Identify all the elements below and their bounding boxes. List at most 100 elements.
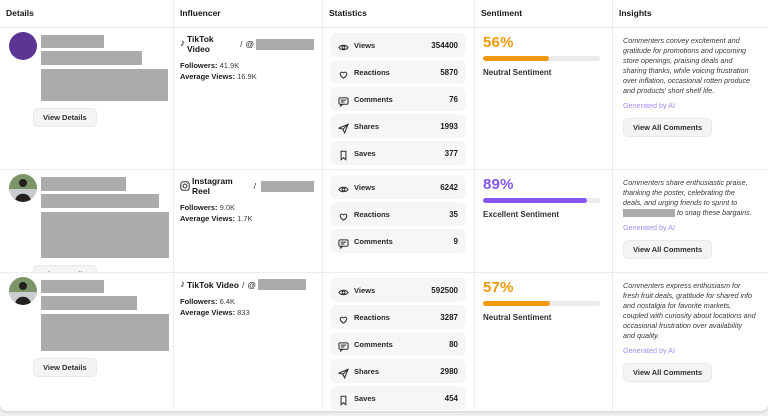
avatar <box>9 32 37 60</box>
details-cell: View Details <box>0 28 173 169</box>
followers-value: 6.4K <box>219 297 236 306</box>
redacted-text-bar <box>41 177 126 191</box>
avg-views-value: 833 <box>237 307 250 317</box>
redacted-inline-text <box>623 209 675 218</box>
insights-cell: Commenters share enthusiastic praise, th… <box>612 170 768 272</box>
view-details-button[interactable]: View Details <box>33 108 97 127</box>
avg-views-value: 16.9K <box>237 71 257 81</box>
stat-views: Views 6242 <box>330 175 466 199</box>
avatar <box>9 174 37 202</box>
shares-icon <box>337 366 350 379</box>
influencer-cell: ♪ TikTok Video / @ Followers: 41.9K Aver… <box>173 28 322 169</box>
views-icon <box>338 182 349 193</box>
stat-shares: Shares 1993 <box>330 114 466 138</box>
sentiment-percent: 56% <box>483 34 514 51</box>
followers-value: 41.9K <box>219 61 240 70</box>
table-row: View Details Instagram Reel / Followers:… <box>0 170 768 273</box>
redacted-text-block <box>41 314 169 351</box>
saves-icon <box>338 148 349 161</box>
redacted-handle <box>257 279 306 290</box>
comments-icon <box>338 94 349 107</box>
table-row: View Details ♪ TikTok Video / @ Follower… <box>0 273 768 410</box>
view-all-comments-button[interactable]: View All Comments <box>623 118 713 137</box>
tiktok-icon: ♪ <box>180 278 185 290</box>
stat-shares: Shares 2980 <box>330 359 466 383</box>
column-header-insights: Insights <box>612 0 768 27</box>
avg-views-value: 1.7K <box>237 213 253 223</box>
view-all-comments-button[interactable]: View All Comments <box>623 363 713 382</box>
saves-icon <box>338 393 349 406</box>
influencer-cell: Instagram Reel / Followers: 9.0K Average… <box>173 170 322 272</box>
stat-reactions: Reactions 5870 <box>330 60 466 84</box>
shares-icon <box>337 121 350 134</box>
column-header-sentiment: Sentiment <box>474 0 612 27</box>
followers-label: Followers: <box>180 61 218 70</box>
separator: / <box>241 279 245 290</box>
platform-label: TikTok Video <box>187 279 239 290</box>
tiktok-icon: ♪ <box>180 38 185 49</box>
redacted-text-bar <box>41 51 142 65</box>
stat-comments: Comments 80 <box>330 332 466 356</box>
sentiment-bar <box>483 198 600 203</box>
sentiment-percent: 57% <box>483 279 514 296</box>
stat-views: Views 354400 <box>330 33 466 57</box>
sentiment-percent: 89% <box>483 176 514 193</box>
handle-prefix: @ <box>247 279 256 290</box>
statistics-cell: Views 354400 Reactions 5870 Comments 76 … <box>322 28 474 169</box>
followers-label: Followers: <box>180 203 218 212</box>
platform-label: Instagram Reel <box>192 176 233 196</box>
insight-text: Commenters convey excitement and gratitu… <box>623 36 751 95</box>
redacted-text-block <box>41 69 168 101</box>
redacted-handle <box>256 38 314 50</box>
comments-icon <box>338 339 349 352</box>
column-header-influencer: Influencer <box>173 0 322 27</box>
table-header: Details Influencer Statistics Sentiment … <box>0 0 768 28</box>
stat-reactions: Reactions 35 <box>330 202 466 226</box>
view-details-button[interactable]: View Details <box>33 358 97 377</box>
view-all-comments-button[interactable]: View All Comments <box>623 240 713 259</box>
stat-comments: Comments 9 <box>330 229 466 253</box>
sentiment-cell: 57% Neutral Sentiment <box>474 273 612 410</box>
reactions-icon <box>338 312 349 324</box>
reactions-icon <box>338 209 349 221</box>
followers-value: 9.0K <box>219 203 236 212</box>
instagram-icon <box>180 181 190 191</box>
insight-text: Commenters share enthusiastic praise, th… <box>623 178 752 218</box>
separator: / <box>240 39 243 49</box>
views-icon <box>338 285 349 296</box>
generated-by-ai-label: Generated by AI <box>623 223 675 232</box>
statistics-cell: Views 592500 Reactions 3287 Comments 80 … <box>322 273 474 410</box>
stat-views: Views 592500 <box>330 278 466 302</box>
followers-label: Followers: <box>180 297 218 306</box>
insights-cell: Commenters express enthusiasm for fresh … <box>612 273 768 410</box>
stat-comments: Comments 76 <box>330 87 466 111</box>
avatar <box>9 277 37 305</box>
redacted-text-bar <box>41 194 159 208</box>
statistics-cell: Views 6242 Reactions 35 Comments 9 <box>322 170 474 272</box>
separator: / <box>253 181 257 191</box>
stat-saves: Saves 377 <box>330 141 466 165</box>
view-details-button[interactable]: View Details <box>33 265 97 272</box>
generated-by-ai-label: Generated by AI <box>623 101 675 110</box>
sentiment-label: Excellent Sentiment <box>483 210 560 219</box>
redacted-text-bar <box>41 35 104 48</box>
stat-saves: Saves 454 <box>330 386 466 410</box>
sentiment-label: Neutral Sentiment <box>483 68 552 77</box>
handle-prefix: @ <box>245 39 255 49</box>
redacted-text-block <box>41 212 169 258</box>
views-icon <box>338 40 349 51</box>
details-cell: View Details <box>0 273 173 410</box>
sentiment-label: Neutral Sentiment <box>483 313 552 322</box>
column-header-statistics: Statistics <box>322 0 474 27</box>
avg-views-label: Average Views: <box>180 71 236 81</box>
comments-icon <box>338 236 349 249</box>
redacted-text-bar <box>41 280 104 293</box>
column-header-details: Details <box>6 8 34 18</box>
insight-text: Commenters express enthusiasm for fresh … <box>623 281 756 340</box>
redacted-handle <box>261 180 314 192</box>
sentiment-bar <box>483 301 600 306</box>
avg-views-label: Average Views: <box>180 213 236 223</box>
sentiment-bar <box>483 56 600 61</box>
